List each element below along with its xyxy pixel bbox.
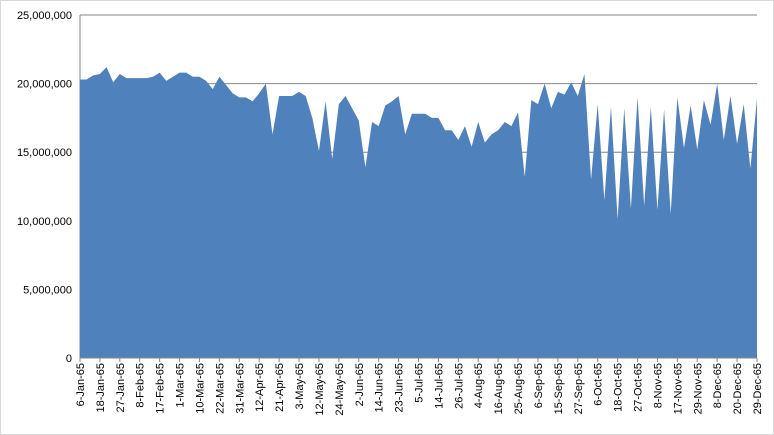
x-tick-label: 12-May-65 [314,363,326,416]
x-tick-label: 1-Mar-65 [175,363,187,408]
x-tick-label: 6-Jan-65 [75,363,87,406]
x-tick-label: 27-Jan-65 [115,363,127,413]
x-tick-label: 5-Jul-65 [414,363,426,403]
x-tick-label: 27-Sep-65 [573,363,585,414]
x-tick-label: 3-May-65 [294,363,306,409]
x-tick-label: 22-Mar-65 [214,363,226,414]
y-tick-label: 25,000,000 [17,10,72,22]
x-tick-label: 20-Dec-65 [732,363,744,414]
x-tick-label: 2-Jun-65 [354,363,366,406]
x-tick-label: 21-Apr-65 [274,363,286,412]
area [80,67,757,359]
x-tick-label: 8-Feb-65 [135,363,147,408]
x-tick-label: 25-Aug-65 [513,363,525,414]
x-tick-label: 23-Jun-65 [394,363,406,413]
x-tick-label: 14-Jun-65 [374,363,386,413]
y-tick-label: 0 [66,353,72,365]
x-tick-label: 8-Nov-65 [652,363,664,408]
x-tick-label: 26-Jul-65 [453,363,465,409]
x-tick-label: 14-Jul-65 [433,363,445,409]
x-tick-label: 29-Nov-65 [692,363,704,414]
x-tick-label: 16-Aug-65 [493,363,505,414]
x-tick-label: 29-Dec-65 [752,363,764,414]
y-tick-label: 15,000,000 [17,147,72,159]
x-tick-label: 18-Jan-65 [95,363,107,413]
x-tick-label: 17-Feb-65 [155,363,167,414]
y-tick-label: 5,000,000 [23,284,72,296]
x-tick-label: 17-Nov-65 [672,363,684,414]
x-tick-label: 4-Aug-65 [473,363,485,408]
x-tick-label: 10-Mar-65 [194,363,206,414]
x-tick-label: 6-Oct-65 [593,363,605,406]
y-tick-label: 20,000,000 [17,79,72,91]
x-tick-label: 27-Oct-65 [633,363,645,412]
x-tick-label: 15-Sep-65 [553,363,565,414]
x-tick-label: 6-Sep-65 [533,363,545,408]
x-tick-label: 18-Oct-65 [613,363,625,412]
x-tick-label: 24-May-65 [334,363,346,416]
y-tick-label: 10,000,000 [17,216,72,228]
x-tick-label: 8-Dec-65 [712,363,724,408]
x-tick-label: 12-Apr-65 [254,363,266,412]
x-tick-label: 31-Mar-65 [234,363,246,414]
